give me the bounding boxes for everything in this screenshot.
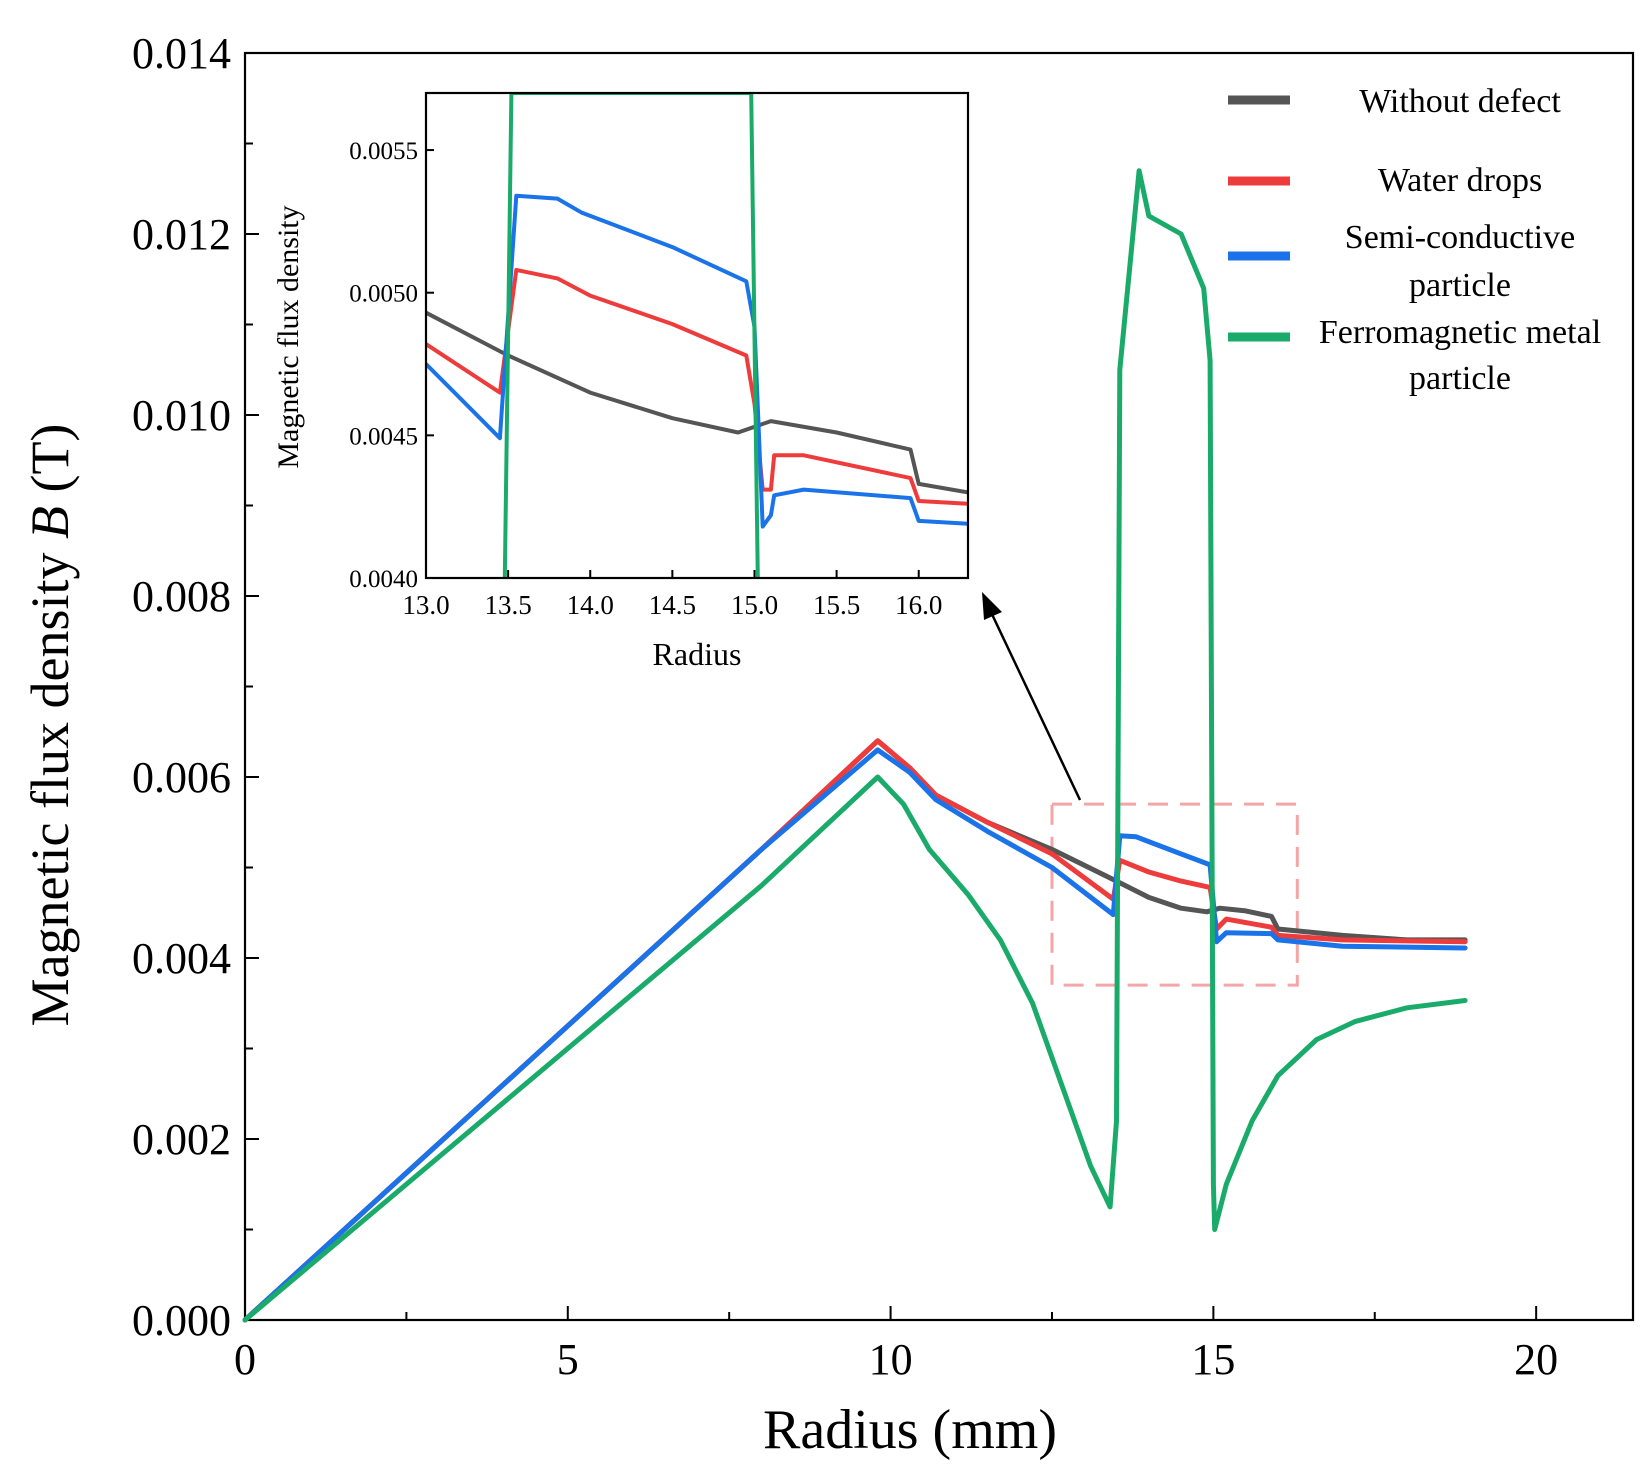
y-axis-label-text: Magnetic flux density: [20, 539, 80, 1026]
inset-y-tick-label: 0.0050: [349, 281, 418, 308]
legend-item-water-drops: Water drops: [1228, 162, 1542, 199]
legend-label: Without defect: [1359, 83, 1561, 120]
inset-x-tick-label: 13.0: [402, 590, 449, 620]
inset-x-tick-label: 13.5: [484, 590, 531, 620]
y-tick-label: 0.000: [132, 1296, 231, 1345]
legend-label: Semi-conductive particle: [1345, 219, 1575, 304]
y-tick-label: 0.006: [132, 753, 231, 802]
y-tick-label: 0.012: [132, 210, 231, 259]
legend-item-without-defect: Without defect: [1228, 83, 1561, 120]
y-tick-label: 0.008: [132, 572, 231, 621]
x-tick-label: 20: [1514, 1335, 1558, 1384]
main-series-group: [242, 168, 1468, 1323]
inset-series-group: [426, 93, 968, 578]
inset-frame: [424, 91, 970, 580]
inset-y-tick-label: 0.0045: [349, 423, 418, 450]
legend-label: Ferromagnetic metal particle: [1319, 314, 1601, 397]
y-tick-label: 0.004: [132, 934, 231, 983]
inset-y-axis-label: Magnetic flux density: [272, 205, 305, 468]
zoom-highlight-box: [1050, 802, 1299, 987]
inset-x-tick-label: 14.0: [567, 590, 614, 620]
inset-x-tick-label: 16.0: [895, 590, 942, 620]
series-line-without-defect: [242, 738, 1468, 1323]
series-line-ferromagnetic-metal-particle: [242, 168, 1468, 1323]
x-tick-label: 0: [234, 1335, 256, 1384]
y-axis-label: Magnetic flux density B (T): [20, 424, 80, 1027]
y-tick-label: 0.002: [132, 1115, 231, 1164]
inset-x-tick-label: 14.5: [649, 590, 696, 620]
inset-ticks: 13.0 13.5 14.0 14.5 15.0 15.5 16.0 0.0040 0.0045…: [349, 138, 942, 620]
y-tick-label: 0.014: [132, 29, 231, 78]
x-axis-label: Radius (mm): [763, 1399, 1057, 1461]
main-ticks: 0 5 10 15 20 0.000 0.002 0.004 0.006 0.008 0.010 0.…: [132, 29, 1558, 1384]
inset-plot: 13.0 13.5 14.0 14.5 15.0 15.5 16.0 0.0040 0.0045…: [272, 91, 970, 672]
legend-item-ferromagnetic-metal-particle: Ferromagnetic metal particle: [1228, 314, 1601, 397]
series-line-semi-conductive-particle: [242, 747, 1468, 1323]
inset-x-axis-label: Radius: [653, 636, 742, 672]
inset-x-tick-label: 15.0: [731, 590, 778, 620]
main-plot: 0 5 10 15 20 0.000 0.002 0.004 0.006 0.008 0.010 0.…: [20, 29, 1635, 1461]
inset-y-tick-label: 0.0040: [349, 566, 418, 593]
legend: Without defect Water drops Semi-conductive…: [1228, 83, 1601, 397]
zoom-arrow-head: [982, 592, 1002, 620]
y-axis-label-unit: (T): [20, 424, 80, 506]
x-tick-label: 15: [1191, 1335, 1235, 1384]
series-line-water-drops: [242, 738, 1468, 1323]
zoom-arrow: [982, 592, 1082, 801]
y-tick-label: 0.010: [132, 391, 231, 440]
legend-label: Water drops: [1378, 162, 1542, 199]
inset-x-tick-label: 15.5: [813, 590, 860, 620]
x-tick-label: 5: [557, 1335, 579, 1384]
x-tick-label: 10: [869, 1335, 913, 1384]
zoom-arrow-line: [988, 609, 1082, 801]
legend-item-semi-conductive-particle: Semi-conductive particle: [1228, 219, 1575, 304]
inset-y-tick-label: 0.0055: [349, 138, 418, 165]
y-axis-label-symbol: B: [20, 506, 80, 539]
inset-series-line-ferromagnetic-metal-particle: [502, 93, 760, 578]
